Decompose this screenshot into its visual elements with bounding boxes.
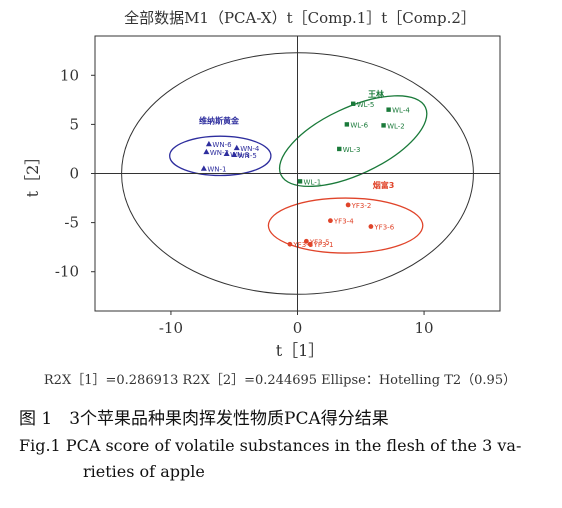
chart-footer: R2X［1］=0.286913 R2X［2］=0.244695 Ellipse：…: [44, 373, 516, 388]
data-point-triangle: [233, 144, 240, 151]
data-point-circle: [307, 241, 313, 247]
data-point-label: WL-5: [357, 101, 375, 109]
chart-title: 全部数据M1（PCA-X）t［Comp.1］t［Comp.2］: [124, 9, 476, 27]
y-tick-label: 0: [69, 165, 79, 183]
data-point-circle: [368, 224, 374, 229]
data-point-label: YF3-2: [351, 202, 372, 210]
y-tick-label: 5: [69, 115, 79, 133]
data-point-triangle: [231, 151, 238, 158]
data-point-label: WN-2: [210, 149, 229, 157]
y-tick-label: 10: [60, 66, 79, 84]
y-tick-label: -5: [64, 214, 79, 232]
group-ellipse: [267, 197, 424, 254]
data-point-triangle: [200, 165, 207, 171]
data-point-square: [344, 122, 350, 127]
data-point-label: WN-4: [240, 145, 260, 153]
data-point-circle: [328, 218, 333, 224]
x-tick-label: 0: [293, 319, 303, 337]
data-point-circle: [345, 202, 351, 208]
series-group-label: 王林: [368, 89, 384, 99]
data-point-label: YF3-5: [309, 238, 330, 246]
data-point-square: [297, 179, 303, 184]
x-tick-label: -10: [159, 319, 183, 337]
figure-caption-chinese: 图 1 3个苹果品种果肉挥发性物质PCA得分结果: [19, 409, 389, 429]
y-axis-label: t［2］: [23, 149, 42, 198]
data-point-label: WN-1: [207, 166, 226, 174]
group-ellipse: [169, 135, 272, 177]
data-point-label: YF3-6: [373, 224, 394, 232]
data-point-label: WL-2: [387, 122, 405, 130]
series-group-label: 维纳斯黄金: [199, 115, 240, 125]
series-group-label: 烟富3: [373, 180, 395, 190]
data-point-square: [337, 146, 342, 152]
data-point-label: YF3-1: [313, 241, 334, 249]
x-tick-label: 10: [415, 319, 434, 337]
data-point-triangle: [205, 140, 212, 147]
data-point-label: WL-1: [304, 178, 322, 186]
data-point-label: WN-5: [238, 152, 257, 160]
data-point-label: WL-6: [350, 121, 368, 129]
y-tick-label: -10: [55, 263, 79, 281]
figure-caption-english: Fig.1 PCA score of volatile substances i…: [19, 436, 522, 455]
data-point-label: YF3-3: [292, 241, 313, 249]
data-point-square: [381, 123, 386, 128]
data-point-label: WL-3: [343, 146, 361, 154]
data-point-circle: [303, 238, 309, 244]
pca-score-plot: 全部数据M1（PCA-X）t［Comp.1］t［Comp.2］ 维纳斯黄金 WN-…: [23, 9, 516, 388]
data-point-triangle: [223, 150, 230, 157]
group-ellipse: [278, 95, 428, 188]
data-point-label: WL-4: [392, 107, 410, 115]
figure-caption-english-continued: rieties of apple: [83, 462, 205, 481]
data-point-label: WN-6: [212, 141, 232, 149]
x-axis-label: t［1］: [276, 341, 325, 360]
data-point-square: [350, 101, 356, 106]
data-point-square: [386, 107, 391, 112]
data-point-triangle: [203, 148, 210, 155]
data-point-circle: [287, 241, 293, 247]
data-point-label: WN-3: [230, 151, 249, 159]
data-point-label: YF3-4: [333, 218, 354, 226]
